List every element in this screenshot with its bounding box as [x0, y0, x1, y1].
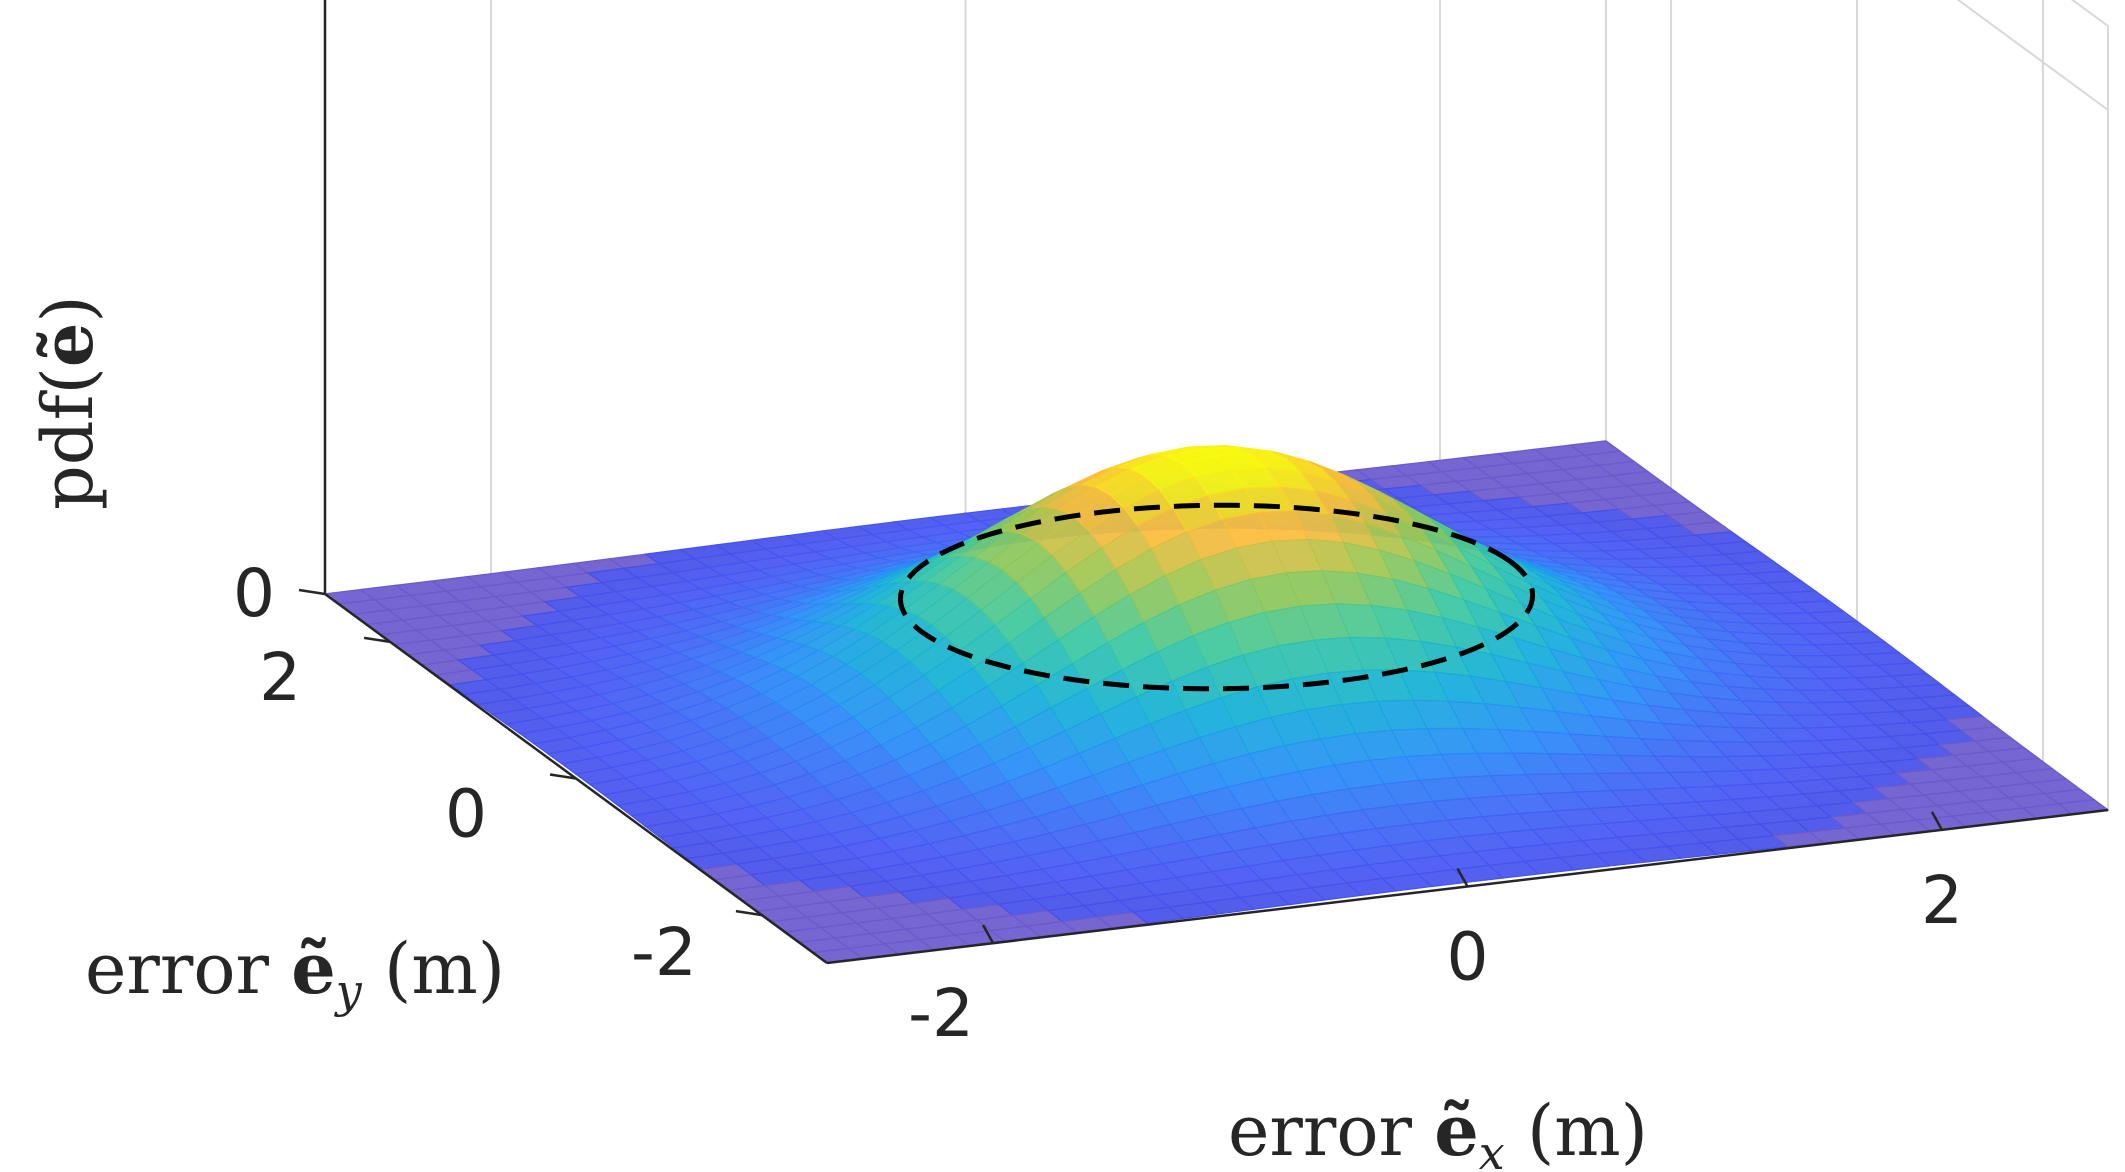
- x-tick-label: 0: [1447, 919, 1489, 996]
- probability-contour: [897, 502, 1536, 692]
- x-tick: [981, 924, 995, 944]
- z-tick-label: 0: [233, 555, 275, 632]
- y-tick: [735, 909, 763, 917]
- z-tick: [298, 588, 326, 596]
- y-axis-label: error ẽy (m): [85, 927, 505, 1018]
- surface-mesh: [323, 440, 2110, 964]
- contour-line: [897, 502, 1536, 692]
- grid-line: [1956, 0, 2109, 111]
- x-axis-label: error ẽx (m): [1228, 1089, 1648, 1172]
- y-tick-label: 0: [445, 776, 487, 853]
- y-tick: [363, 636, 391, 644]
- x-tick-label: 2: [1921, 862, 1963, 939]
- x-tick: [1930, 811, 1944, 831]
- y-tick: [549, 773, 577, 780]
- tick-marks: -202-20200.5: [233, 555, 2109, 1052]
- y-tick-label: -2: [631, 914, 697, 991]
- y-tick-label: 2: [259, 639, 301, 716]
- z-axis-label: pdf(ẽ): [26, 295, 109, 510]
- x-tick: [1456, 867, 1469, 888]
- x-tick-label: -2: [908, 975, 974, 1052]
